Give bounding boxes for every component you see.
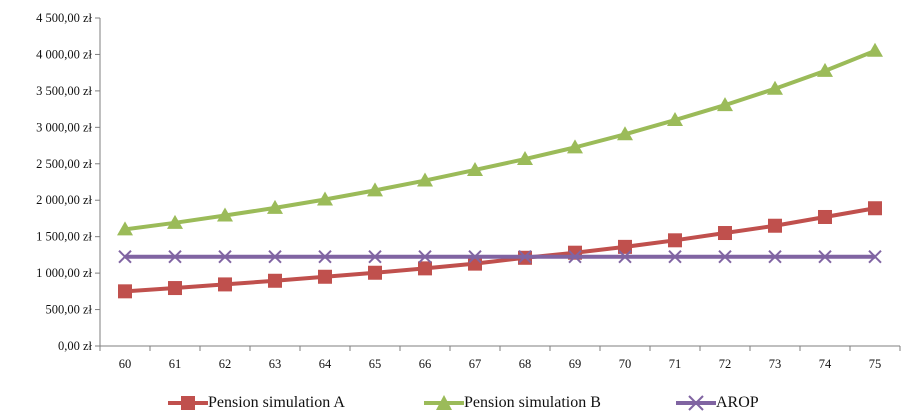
x-tick-label: 65 [369,357,382,371]
legend-x-marker-icon [676,395,716,411]
x-tick-label: 64 [319,357,332,371]
x-tick-label: 72 [719,357,732,371]
data-point-square [718,226,732,241]
x-axis: 60 61 62 63 64 65 66 67 68 69 70 71 72 73 74 75 [99,345,901,371]
series-layer [117,42,883,299]
data-point-x [518,250,532,264]
x-tick-label: 67 [469,357,482,371]
y-tick-label: 1 000,00 zł [36,266,92,280]
data-point-x [468,250,482,264]
data-point-x [668,250,682,264]
data-point-x [618,250,632,264]
x-tick-label: 68 [519,357,532,371]
data-point-x [268,250,282,264]
data-point-triangle [167,214,183,229]
data-point-x [768,250,782,264]
x-tick-label: 66 [419,357,432,371]
series-line [124,48,876,232]
series-line [124,206,876,294]
data-point-triangle [467,161,483,176]
y-tick-label: 3 500,00 zł [36,84,92,98]
data-point-triangle [267,199,283,214]
data-point-square [268,273,282,288]
data-point-x [568,250,582,264]
data-point-square [768,218,782,233]
data-point-square [868,201,882,216]
x-tick-label: 70 [619,357,632,371]
data-point-square [618,239,632,254]
legend-triangle-marker-icon [424,395,464,410]
data-point-square [468,256,482,271]
legend-item-arop: AROP [676,392,759,414]
legend-label-series-b: Pension simulation B [464,394,601,411]
data-point-x [368,250,382,264]
data-point-triangle [667,112,683,127]
data-point-triangle [417,172,433,187]
data-point-triangle [567,139,583,154]
data-point-square [818,209,832,224]
data-point-x [718,250,732,264]
legend-item-series-b: Pension simulation B [424,392,601,414]
data-point-x [868,250,882,264]
data-point-square [368,265,382,280]
data-point-triangle [817,62,833,77]
x-tick-label: 74 [819,357,832,371]
x-tick-label: 69 [569,357,582,371]
data-point-x [218,250,232,264]
y-axis: 0,00 zł 500,00 zł 1 000,00 zł 1 500,00 zł 2 … [36,11,101,353]
data-point-square [318,269,332,284]
line-chart-plot: 0,00 zł 500,00 zł 1 000,00 zł 1 500,00 zł 2 … [36,11,901,371]
data-point-square [418,261,432,276]
data-point-square [168,281,182,296]
y-tick-label: 500,00 zł [45,303,92,317]
y-tick-label: 4 500,00 zł [36,11,92,25]
x-tick-label: 62 [219,357,232,371]
data-point-x [168,250,182,264]
legend: Pension simulation A Pension simulation … [0,392,906,414]
data-point-square [668,233,682,248]
y-tick-label: 3 000,00 zł [36,120,92,134]
series-3 [118,250,882,264]
y-tick-label: 0,00 zł [58,339,93,353]
data-point-triangle [217,207,233,222]
legend-label-series-a: Pension simulation A [208,394,345,411]
x-tick-label: 75 [869,357,882,371]
y-tick-label: 4 000,00 zł [36,47,92,61]
legend-item-series-a: Pension simulation A [168,392,345,414]
x-tick-label: 71 [669,357,682,371]
x-tick-label: 73 [769,357,782,371]
data-point-triangle [517,151,533,166]
data-point-triangle [867,42,883,57]
legend-label-arop: AROP [716,394,759,411]
x-tick-label: 60 [119,357,132,371]
y-tick-label: 2 000,00 zł [36,193,92,207]
y-tick-label: 2 500,00 zł [36,157,92,171]
legend-square-marker-icon [168,396,208,410]
data-point-square [118,284,132,299]
data-point-triangle [117,221,133,236]
data-point-triangle [617,126,633,141]
x-tick-label: 61 [169,357,182,371]
data-point-triangle [367,182,383,197]
x-tick-label: 63 [269,357,282,371]
data-point-triangle [767,80,783,95]
data-point-square [218,277,232,292]
y-tick-label: 1 500,00 zł [36,230,92,244]
data-point-x [318,250,332,264]
series-2 [117,42,883,236]
data-point-triangle [317,191,333,206]
data-point-x [418,250,432,264]
data-point-x [818,250,832,264]
data-point-triangle [717,97,733,112]
data-point-x [118,250,132,264]
